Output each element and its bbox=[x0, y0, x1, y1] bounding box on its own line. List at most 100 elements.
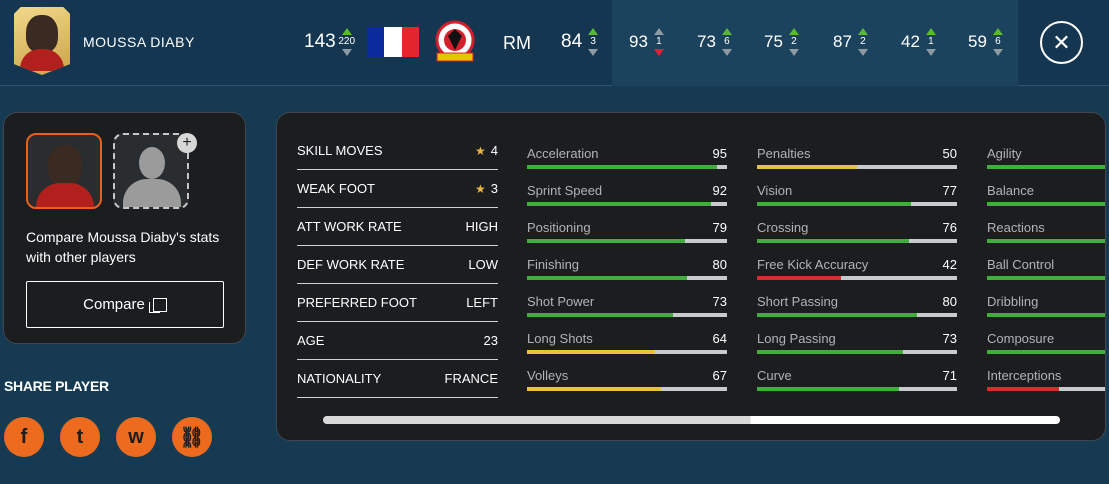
arrow-up-icon[interactable] bbox=[588, 28, 599, 35]
attribute-delta-value: 1 bbox=[656, 36, 662, 47]
stat-bar-fill bbox=[757, 313, 917, 317]
stat-bar-fill bbox=[527, 202, 711, 206]
info-label: SKILL MOVES bbox=[297, 143, 383, 158]
close-icon: ✕ bbox=[1052, 29, 1071, 55]
stat-bar bbox=[757, 276, 957, 280]
stat-item: Positioning 79 bbox=[527, 220, 727, 257]
stat-bar-fill bbox=[527, 239, 685, 243]
stats-panel: SKILL MOVES ★ 4 WEAK FOOT ★ 3 ATT WORK RAT… bbox=[276, 112, 1106, 441]
attribute-delta: 1 bbox=[922, 28, 940, 56]
stat-name: Short Passing bbox=[757, 294, 838, 309]
compare-button-label: Compare bbox=[83, 296, 145, 313]
share-player-heading: SHARE PLAYER bbox=[4, 378, 109, 394]
share-icons: f t w ⛓ bbox=[4, 417, 212, 457]
stat-name: Agility bbox=[987, 146, 1022, 161]
info-label: WEAK FOOT bbox=[297, 181, 375, 196]
add-player-slot[interactable] bbox=[113, 133, 189, 209]
placeholder-body bbox=[123, 179, 181, 207]
stat-bar bbox=[987, 165, 1105, 169]
arrow-up-icon[interactable] bbox=[925, 28, 936, 35]
whatsapp-icon[interactable]: w bbox=[116, 417, 156, 457]
player-card-thumbnail[interactable] bbox=[14, 7, 70, 75]
arrow-up-icon[interactable] bbox=[721, 28, 732, 35]
arrow-up-icon[interactable] bbox=[788, 28, 799, 35]
stat-value: 80 bbox=[942, 294, 957, 309]
placeholder-head bbox=[139, 147, 165, 179]
player-name: MOUSSA DIABY bbox=[83, 34, 195, 50]
arrow-down-icon[interactable] bbox=[341, 49, 352, 56]
stat-item: Agility85 bbox=[987, 146, 1105, 183]
total-stats: 143 220 bbox=[304, 20, 356, 64]
stat-bar bbox=[987, 387, 1105, 391]
stat-value: 42 bbox=[942, 257, 957, 272]
stat-name: Acceleration bbox=[527, 146, 599, 161]
stat-item: Interceptions36 bbox=[987, 368, 1105, 405]
arrow-down-icon[interactable] bbox=[857, 49, 868, 56]
compare-button[interactable]: Compare bbox=[26, 281, 224, 328]
stat-item: Penalties 50 bbox=[757, 146, 957, 183]
stat-value: 64 bbox=[712, 331, 727, 346]
stat-value: 76 bbox=[942, 220, 957, 235]
stat-name: Volleys bbox=[527, 368, 569, 383]
stat-bar bbox=[757, 202, 957, 206]
stat-bar-fill bbox=[987, 387, 1059, 391]
stat-item: Ball Control84 bbox=[987, 257, 1105, 294]
stat-value: 50 bbox=[942, 146, 957, 161]
link-icon[interactable]: ⛓ bbox=[172, 417, 212, 457]
info-value: 23 bbox=[483, 333, 498, 348]
attribute-value: 75 bbox=[764, 32, 783, 51]
close-button[interactable]: ✕ bbox=[1040, 21, 1083, 64]
overall-rating: 84 3 bbox=[561, 20, 602, 64]
attribute-strip: 93 1 73 6 75 2 87 bbox=[612, 0, 1018, 86]
stat-bar-fill bbox=[757, 239, 909, 243]
attribute-delta-value: 1 bbox=[928, 36, 934, 47]
player-shirt-image bbox=[20, 49, 64, 71]
arrow-down-icon[interactable] bbox=[925, 49, 936, 56]
arrow-down-icon[interactable] bbox=[788, 49, 799, 56]
stat-bar bbox=[527, 387, 727, 391]
stat-item: Shot Power 73 bbox=[527, 294, 727, 331]
stat-item: Dribbling87 bbox=[987, 294, 1105, 331]
attribute-delta-value: 2 bbox=[860, 36, 866, 47]
scrollbar-thumb[interactable] bbox=[323, 416, 1060, 424]
arrow-up-icon[interactable] bbox=[857, 28, 868, 35]
info-row-age: AGE 23 bbox=[297, 322, 498, 360]
stat-bar bbox=[987, 202, 1105, 206]
arrow-down-icon[interactable] bbox=[992, 49, 1003, 56]
stat-bar bbox=[527, 350, 727, 354]
stat-bar bbox=[987, 276, 1105, 280]
stat-name: Long Shots bbox=[527, 331, 593, 346]
arrow-down-icon[interactable] bbox=[588, 49, 599, 56]
twitter-icon[interactable]: t bbox=[60, 417, 100, 457]
stat-item: Composure78 bbox=[987, 331, 1105, 368]
stat-name: Finishing bbox=[527, 257, 580, 272]
arrow-down-icon[interactable] bbox=[721, 49, 732, 56]
horizontal-scrollbar[interactable] bbox=[323, 416, 1060, 424]
stat-column-2: Penalties 50 Vision 77 Crossing 76 Free Kick A… bbox=[757, 146, 957, 405]
arrow-up-icon[interactable] bbox=[992, 28, 1003, 35]
stat-name: Positioning bbox=[527, 220, 591, 235]
arrow-up-icon[interactable] bbox=[653, 28, 664, 35]
add-player-plus-icon[interactable]: + bbox=[177, 133, 197, 153]
attribute-delta-value: 6 bbox=[995, 36, 1001, 47]
info-row-nationality: NATIONALITY FRANCE bbox=[297, 360, 498, 398]
info-row-preferred-foot: PREFERRED FOOT LEFT bbox=[297, 284, 498, 322]
attribute-pace: 93 1 bbox=[629, 20, 668, 64]
info-value: 4 bbox=[490, 143, 498, 158]
stat-item: Free Kick Accuracy 42 bbox=[757, 257, 957, 294]
attribute-delta: 1 bbox=[650, 28, 668, 56]
arrow-down-icon[interactable] bbox=[653, 49, 664, 56]
attribute-value: 73 bbox=[697, 32, 716, 51]
stat-value: 77 bbox=[942, 183, 957, 198]
overall-delta: 3 bbox=[584, 28, 602, 56]
info-value: 3 bbox=[490, 181, 498, 196]
compare-icon bbox=[148, 297, 167, 313]
facebook-icon[interactable]: f bbox=[4, 417, 44, 457]
attribute-delta-value: 2 bbox=[791, 36, 797, 47]
stat-bar bbox=[527, 239, 727, 243]
info-label: NATIONALITY bbox=[297, 371, 382, 386]
arrow-up-icon[interactable] bbox=[341, 28, 352, 35]
stat-item: Long Shots 64 bbox=[527, 331, 727, 368]
france-flag-icon bbox=[367, 27, 419, 57]
stat-name: Crossing bbox=[757, 220, 809, 235]
